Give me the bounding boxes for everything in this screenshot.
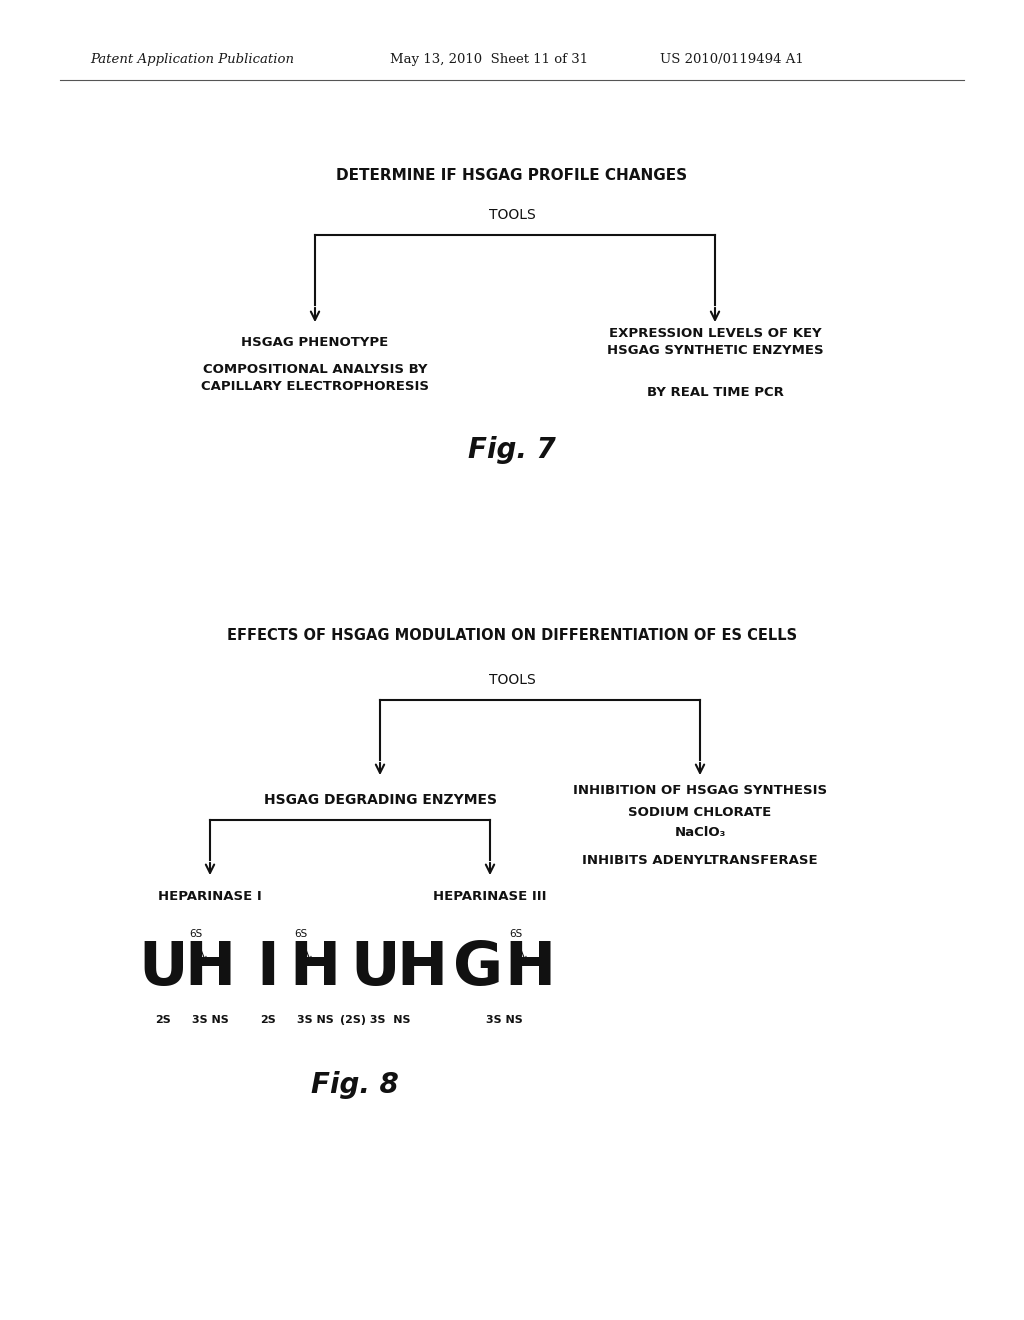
Text: HEPARINASE III: HEPARINASE III [433,891,547,903]
Text: INHIBITION OF HSGAG SYNTHESIS: INHIBITION OF HSGAG SYNTHESIS [573,784,827,796]
Text: 3S NS: 3S NS [191,1015,228,1026]
Text: EFFECTS OF HSGAG MODULATION ON DIFFERENTIATION OF ES CELLS: EFFECTS OF HSGAG MODULATION ON DIFFERENT… [227,627,797,643]
Text: 6S: 6S [189,929,203,939]
Text: EXPRESSION LEVELS OF KEY
HSGAG SYNTHETIC ENZYMES: EXPRESSION LEVELS OF KEY HSGAG SYNTHETIC… [606,327,823,356]
Text: HEPARINASE I: HEPARINASE I [158,891,262,903]
Text: SODIUM CHLORATE: SODIUM CHLORATE [629,805,772,818]
Text: 3S NS: 3S NS [297,1015,334,1026]
Text: H: H [290,939,341,998]
Text: 6S: 6S [294,929,307,939]
Text: Fig. 7: Fig. 7 [468,436,556,465]
Text: NaClO₃: NaClO₃ [675,826,726,840]
Text: Patent Application Publication: Patent Application Publication [90,54,294,66]
Text: 2S: 2S [155,1015,171,1026]
Text: COMPOSITIONAL ANALYSIS BY
CAPILLARY ELECTROPHORESIS: COMPOSITIONAL ANALYSIS BY CAPILLARY ELEC… [201,363,429,393]
Text: May 13, 2010  Sheet 11 of 31: May 13, 2010 Sheet 11 of 31 [390,54,588,66]
Text: HSGAG DEGRADING ENZYMES: HSGAG DEGRADING ENZYMES [263,793,497,807]
Text: H: H [505,939,556,998]
Text: H: H [396,939,447,998]
Text: INHIBITS ADENYLTRANSFERASE: INHIBITS ADENYLTRANSFERASE [583,854,818,866]
Text: 2S: 2S [260,1015,275,1026]
Text: DETERMINE IF HSGAG PROFILE CHANGES: DETERMINE IF HSGAG PROFILE CHANGES [337,168,687,182]
Text: I: I [257,939,280,998]
Text: 3S NS: 3S NS [485,1015,522,1026]
Text: TOOLS: TOOLS [488,673,536,686]
Text: U: U [350,939,399,998]
Text: H: H [184,939,236,998]
Text: TOOLS: TOOLS [488,209,536,222]
Text: G: G [453,939,503,998]
Text: 6S: 6S [509,929,522,939]
Text: Fig. 8: Fig. 8 [311,1071,399,1100]
Text: HSGAG PHENOTYPE: HSGAG PHENOTYPE [242,335,389,348]
Text: (2S) 3S  NS: (2S) 3S NS [340,1015,411,1026]
Text: U: U [138,939,187,998]
Text: BY REAL TIME PCR: BY REAL TIME PCR [646,385,783,399]
Text: US 2010/0119494 A1: US 2010/0119494 A1 [660,54,804,66]
